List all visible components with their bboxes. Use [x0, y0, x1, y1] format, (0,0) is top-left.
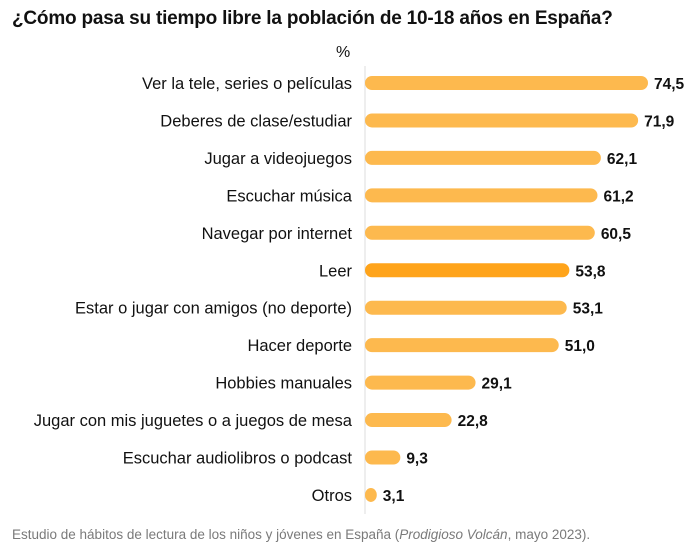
bar: [365, 225, 595, 240]
category-label: Navegar por internet: [202, 225, 353, 243]
category-label: Escuchar música: [226, 187, 352, 205]
category-label: Escuchar audiolibros o podcast: [123, 450, 353, 468]
source-footer: Estudio de hábitos de lectura de los niñ…: [12, 527, 590, 542]
bar: [365, 413, 452, 428]
value-label: 60,5: [601, 226, 632, 243]
category-label: Ver la tele, series o películas: [142, 75, 352, 93]
value-label: 61,2: [603, 188, 633, 205]
bar: [365, 487, 377, 502]
value-label: 9,3: [406, 451, 428, 468]
value-label: 53,8: [575, 263, 606, 280]
category-label: Hacer deporte: [247, 337, 352, 355]
value-label: 62,1: [607, 151, 638, 168]
footer-source: Prodigioso Volcán: [399, 527, 508, 542]
bar: [365, 375, 476, 390]
bar: [365, 76, 648, 90]
bar-chart: Ver la tele, series o películas 74,5 Deber…: [34, 66, 685, 514]
category-label: Otros: [312, 487, 352, 505]
category-label: Deberes de clase/estudiar: [160, 112, 352, 130]
chart-title: ¿Cómo pasa su tiempo libre la población …: [12, 8, 613, 29]
bar: [365, 188, 598, 203]
bar: [365, 450, 401, 465]
bar: [365, 263, 570, 278]
value-label: 74,5: [654, 76, 685, 93]
category-label: Jugar con mis juguetes o a juegos de mes…: [34, 412, 353, 430]
bar: [365, 150, 601, 165]
category-label: Hobbies manuales: [215, 375, 352, 393]
bar: [365, 338, 559, 353]
value-label: 51,0: [565, 338, 595, 355]
value-label: 71,9: [644, 113, 675, 130]
footer-prefix: Estudio de hábitos de lectura de los niñ…: [12, 527, 400, 542]
value-label: 53,1: [573, 301, 604, 318]
value-label: 29,1: [482, 376, 513, 393]
category-label: Jugar a videojuegos: [204, 150, 352, 168]
bar: [365, 113, 639, 128]
value-label: 3,1: [383, 488, 405, 505]
value-label: 22,8: [458, 413, 489, 430]
category-label: Leer: [319, 262, 353, 280]
footer-suffix: , mayo 2023).: [507, 527, 591, 542]
category-label: Estar o jugar con amigos (no deporte): [75, 300, 352, 318]
unit-label: %: [336, 44, 351, 61]
bar: [365, 300, 567, 315]
